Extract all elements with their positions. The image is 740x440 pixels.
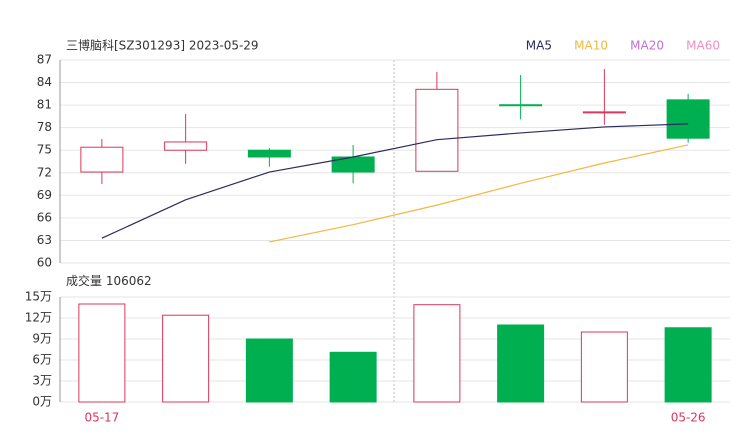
volume-bar (162, 314, 210, 403)
x-tick-label: 05-17 (84, 411, 119, 425)
y-tick-label: 69 (37, 188, 52, 202)
y-tick-label: 6万 (32, 353, 52, 367)
y-tick-label: 9万 (32, 332, 52, 346)
y-tick-label: 81 (37, 98, 52, 112)
y-tick-label: 75 (37, 143, 52, 157)
y-tick-label: 3万 (32, 374, 52, 388)
y-tick-label: 78 (37, 120, 52, 134)
candle-body (499, 104, 543, 107)
chart-title: 三博脑科[SZ301293] 2023-05-29 (66, 38, 259, 53)
legend-label: MA20 (630, 39, 664, 53)
candle-body (247, 149, 291, 158)
x-tick-label: 05-26 (671, 411, 706, 425)
candle-body (666, 99, 710, 139)
volume-header: 成交量 106062 (66, 273, 152, 288)
volume-bar (413, 304, 461, 403)
volume-bar (664, 327, 712, 403)
candle-body (582, 111, 626, 114)
volume-latest: 106062 (106, 274, 152, 288)
y-tick-label: 72 (37, 165, 52, 179)
y-tick-label: 87 (37, 53, 52, 67)
volume-bar (329, 351, 377, 403)
volume-bar (245, 338, 293, 403)
y-tick-label: 84 (37, 75, 52, 89)
y-tick-label: 12万 (25, 311, 52, 325)
legend-label: MA60 (686, 39, 720, 53)
legend-label: MA5 (526, 39, 552, 53)
y-tick-label: 66 (37, 210, 52, 224)
y-tick-label: 60 (37, 256, 52, 270)
y-tick-label: 63 (37, 233, 52, 247)
ma-line (101, 123, 689, 239)
y-tick-label: 0万 (32, 395, 52, 409)
ma-line (269, 144, 689, 243)
candle-body (164, 141, 208, 151)
y-tick-label: 15万 (25, 290, 52, 304)
volume-bar (78, 303, 126, 403)
volume-title: 成交量 (66, 273, 102, 288)
candle-body (415, 88, 459, 172)
volume-bar (580, 331, 628, 403)
candle-body (80, 146, 124, 173)
legend-label: MA10 (574, 39, 608, 53)
volume-bar (497, 324, 545, 403)
